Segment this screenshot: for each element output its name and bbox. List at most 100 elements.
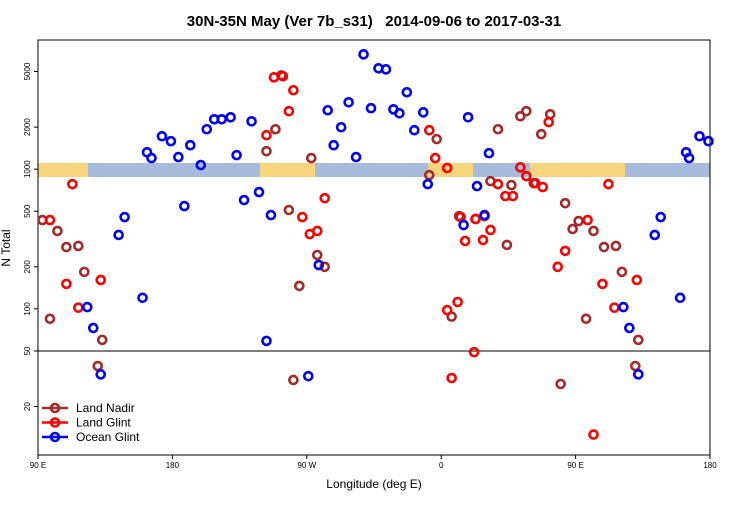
point [225,111,236,123]
point [441,162,453,174]
point [537,181,549,193]
y-tick-label: 1000 [23,160,32,178]
point [422,178,434,190]
plot-frame [37,39,711,456]
point [598,241,610,253]
point [179,200,190,212]
point [95,369,107,380]
point [603,178,614,190]
x-tick-label: 90 E [30,461,46,470]
point [649,229,661,241]
point [343,96,354,108]
point [87,322,99,334]
point [552,261,563,273]
point [294,280,305,292]
point [44,313,56,325]
point [173,151,184,163]
point [573,215,584,227]
point [246,116,257,127]
point [409,124,420,136]
point [297,211,308,223]
point [506,179,517,191]
point [694,130,705,142]
point [305,152,317,164]
y-tick-label: 5000 [23,62,32,80]
point [265,209,277,221]
point [195,159,207,171]
point [319,192,331,204]
point [44,214,56,226]
point [630,360,641,372]
point [313,259,325,271]
point [73,240,84,252]
legend-marker [49,402,61,414]
point [567,223,578,235]
point [201,123,213,135]
point [431,133,443,145]
point [261,145,272,157]
point [588,429,599,440]
point [288,374,299,386]
point [468,346,480,358]
x-tick-label: 90 W [297,461,316,470]
point [92,360,104,372]
point [501,239,513,251]
point [492,178,504,190]
land-band [530,163,625,177]
point [633,369,644,380]
point [515,110,526,122]
point [261,129,272,141]
point [146,152,157,164]
point [350,151,362,163]
point [67,178,78,190]
point [515,162,526,173]
y-tick-label: 100 [23,302,32,316]
x-tick-label: 180 [703,461,717,470]
point [655,211,667,223]
legend-marker [49,431,61,443]
x-tick-label: 180 [166,461,180,470]
point [261,335,272,347]
point [423,124,435,136]
point [543,116,555,128]
y-axis-label: N Total [0,229,13,266]
point [683,152,695,164]
y-tick-label: 2000 [23,118,32,136]
chart-title: 30N-35N May (Ver 7b_s31) 2014-09-06 to 2… [187,13,561,30]
point [288,84,299,96]
point [335,121,347,133]
point [185,139,196,151]
x-axis-label: Longitude (deg E) [326,477,421,491]
point [73,302,84,313]
y-tick-label: 50 [23,346,32,355]
point [555,378,566,390]
point [674,292,686,304]
point [616,266,628,278]
point [703,135,714,147]
point [165,135,177,147]
point [559,197,571,209]
point [283,105,295,117]
point [471,180,483,192]
point [452,296,463,308]
point [119,211,130,223]
point [380,64,392,75]
point [580,313,592,325]
point [270,123,281,135]
point [521,170,532,182]
point [61,241,72,253]
point [631,274,643,286]
point [458,219,469,231]
point [253,186,265,198]
point [238,194,250,206]
point [624,322,635,334]
point [477,234,489,246]
series-0 [37,70,644,390]
surface-band [38,163,710,177]
legend-marker [49,417,61,428]
legend-label: Land Glint [76,416,131,430]
point [113,229,124,241]
point [322,104,334,116]
point [401,86,413,98]
